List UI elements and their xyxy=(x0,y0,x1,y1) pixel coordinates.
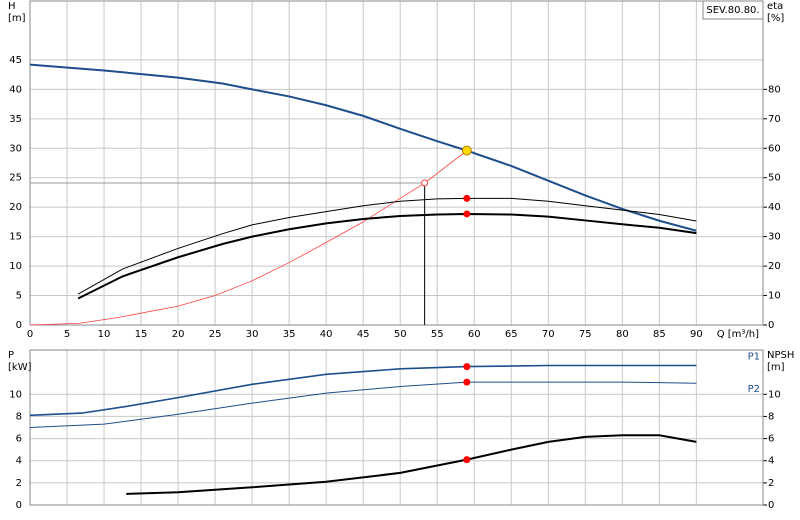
y-tick-label: 20 xyxy=(9,202,22,213)
x-tick-label: 30 xyxy=(246,329,259,340)
operating-point xyxy=(463,363,471,371)
y-tick-label: 0 xyxy=(16,500,22,511)
y2-tick-label: 0 xyxy=(768,500,774,511)
x-tick-label: 10 xyxy=(98,329,111,340)
y-tick-label: 25 xyxy=(9,173,22,184)
operating-point xyxy=(463,378,471,386)
x-tick-label: 85 xyxy=(653,329,666,340)
y-tick-label: 8 xyxy=(16,411,22,422)
x-tick-label: 5 xyxy=(64,329,70,340)
series-line xyxy=(29,150,468,326)
x-tick-label: 40 xyxy=(320,329,333,340)
series-line xyxy=(29,381,697,428)
x-tick-label: 55 xyxy=(431,329,444,340)
series-line xyxy=(29,63,697,232)
x-tick-label: 0 xyxy=(27,329,33,340)
y-tick-label: 10 xyxy=(9,389,22,400)
series-line xyxy=(29,364,697,417)
series-line xyxy=(77,212,697,300)
x-tick-label: 15 xyxy=(135,329,148,340)
y2-tick-label: 20 xyxy=(768,261,781,272)
y2-axis-unit: [%] xyxy=(767,13,784,24)
y2-tick-label: 2 xyxy=(768,478,774,489)
x-tick-label: 50 xyxy=(394,329,407,340)
y-tick-label: 5 xyxy=(16,291,22,302)
chart-title: SEV.80.80. xyxy=(706,5,759,16)
y2-tick-label: 6 xyxy=(768,434,774,445)
plot-frame xyxy=(29,0,764,326)
y-axis-unit: [m] xyxy=(8,13,26,24)
y-tick-label: 6 xyxy=(16,434,22,445)
y-tick-label: 4 xyxy=(16,456,22,467)
plot-area xyxy=(30,350,763,505)
y-tick-label: 15 xyxy=(9,232,22,243)
y2-axis-label: NPSH xyxy=(767,350,794,361)
y-axis-unit: [kW] xyxy=(8,362,32,373)
operating-point xyxy=(463,210,471,218)
y2-tick-label: 50 xyxy=(768,173,781,184)
y2-tick-label: 70 xyxy=(768,114,781,125)
operating-point xyxy=(463,194,471,202)
x-tick-label: 60 xyxy=(468,329,481,340)
x-tick-label: 70 xyxy=(542,329,555,340)
x-tick-label: 90 xyxy=(690,329,703,340)
x-tick-label: 20 xyxy=(172,329,185,340)
x-tick-label: 25 xyxy=(209,329,222,340)
series-label: P1 xyxy=(748,352,760,363)
y2-tick-label: 4 xyxy=(768,456,774,467)
y-tick-label: 45 xyxy=(9,55,22,66)
y2-axis-unit: [m] xyxy=(767,362,785,373)
title-box xyxy=(702,0,764,20)
plot-area xyxy=(30,1,763,325)
y-tick-label: 40 xyxy=(9,84,22,95)
x-tick-label: 45 xyxy=(357,329,370,340)
y2-tick-label: 60 xyxy=(768,143,781,154)
y-tick-label: 0 xyxy=(16,320,22,331)
y-tick-label: 30 xyxy=(9,143,22,154)
duty-point xyxy=(421,179,429,187)
series-label: P2 xyxy=(748,384,760,395)
y-axis-label: H xyxy=(8,1,16,12)
operating-point xyxy=(463,456,471,464)
y2-tick-label: 80 xyxy=(768,84,781,95)
y2-axis-label: eta xyxy=(767,1,783,12)
y2-tick-label: 0 xyxy=(768,320,774,331)
y2-tick-label: 40 xyxy=(768,202,781,213)
x-tick-label: 65 xyxy=(505,329,518,340)
x-tick-label: 75 xyxy=(579,329,592,340)
series-line xyxy=(77,197,697,295)
y2-tick-label: 30 xyxy=(768,232,781,243)
y-tick-label: 10 xyxy=(9,261,22,272)
y2-tick-label: 8 xyxy=(768,411,774,422)
x-tick-label: 35 xyxy=(283,329,296,340)
series-line xyxy=(126,434,697,495)
y-axis-label: P xyxy=(8,350,14,361)
operating-point xyxy=(461,145,472,156)
y-tick-label: 35 xyxy=(9,114,22,125)
y2-tick-label: 10 xyxy=(768,291,781,302)
x-axis-label: Q [m³/h] xyxy=(717,329,759,340)
y2-tick-label: 10 xyxy=(768,389,781,400)
y-tick-label: 2 xyxy=(16,478,22,489)
x-tick-label: 80 xyxy=(616,329,629,340)
